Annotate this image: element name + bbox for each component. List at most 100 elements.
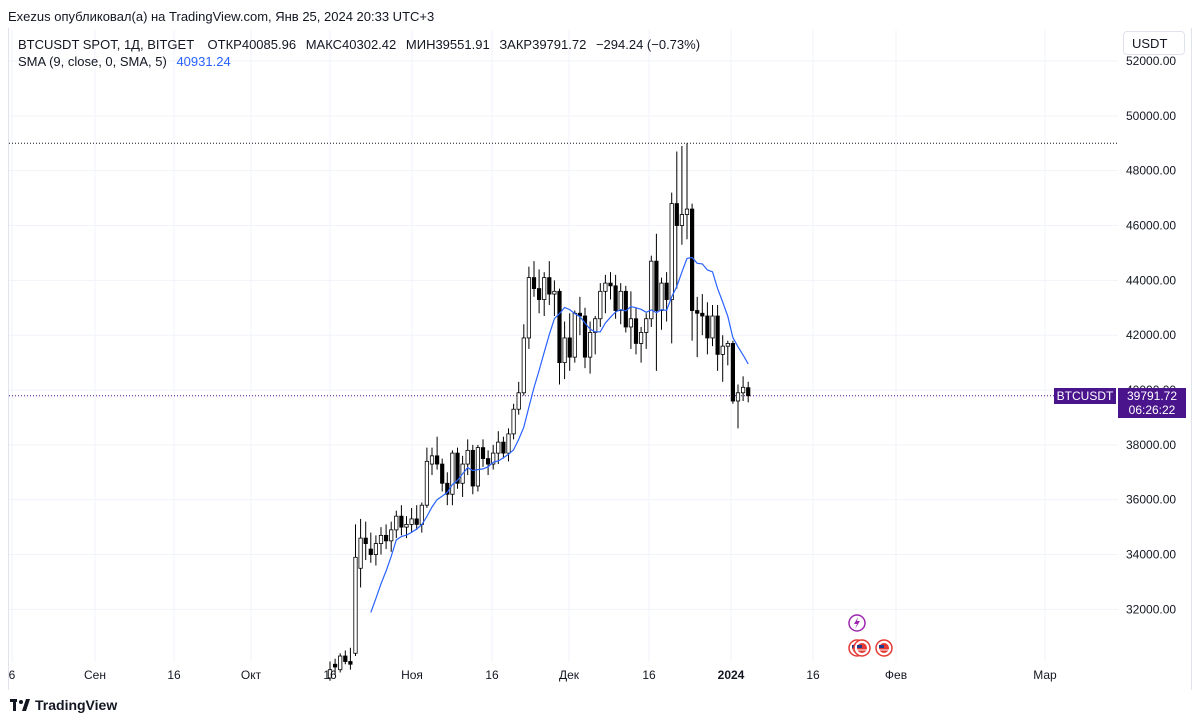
candle (399, 505, 404, 536)
candle (572, 310, 577, 363)
candle (358, 518, 363, 588)
candle (644, 313, 649, 349)
x-tick-label: Окт (241, 668, 262, 682)
candle (608, 272, 613, 300)
candle (633, 307, 639, 355)
candle (348, 647, 353, 670)
legend-sma-label[interactable]: SMA (9, close, 0, SMA, 5) (18, 54, 167, 69)
candle (684, 143, 690, 240)
legend-symbol[interactable]: BTCUSDT SPOT, 1Д, BITGET (18, 37, 194, 52)
candle (368, 532, 373, 563)
candle (593, 316, 598, 355)
tradingview-logo-text: TradingView (35, 697, 118, 713)
tradingview-logo-icon (10, 699, 30, 711)
legend-change: −294.24 (−0.73%) (595, 37, 701, 52)
lightning-icon[interactable] (848, 614, 866, 632)
candle (598, 283, 603, 327)
candle (429, 447, 435, 476)
y-tick-label: 44000.00 (1126, 273, 1176, 287)
candle (552, 280, 557, 317)
candle-series (327, 143, 751, 681)
x-tick-label: Мар (1033, 668, 1057, 682)
candle (741, 376, 746, 402)
legend-ohlc-row[interactable]: BTCUSDT SPOT, 1Д, BITGET ОТКР40085.96 МА… (18, 36, 700, 53)
candle (654, 233, 659, 371)
candle (700, 294, 705, 336)
candle (378, 527, 384, 555)
legend-high-label: МАКС (305, 37, 343, 52)
candle (511, 403, 516, 440)
candle (695, 296, 700, 358)
legend-sma-value: 40931.24 (176, 54, 231, 69)
x-tick-label: 16 (323, 668, 337, 682)
candle (537, 269, 542, 314)
candle (521, 324, 526, 396)
candle (588, 321, 593, 374)
badge-price-bg (1118, 388, 1186, 418)
y-tick-label: 52000.00 (1126, 54, 1176, 68)
chart-frame[interactable] (8, 28, 1192, 690)
candle (343, 650, 348, 665)
candle (603, 274, 608, 314)
candle (547, 261, 552, 306)
y-tick-label: 32000.00 (1126, 602, 1176, 616)
currency-button[interactable]: USDT (1123, 31, 1185, 55)
candle (725, 340, 730, 366)
legend-open-value: 40085.96 (241, 37, 297, 52)
legend-open-label: ОТКР (207, 37, 242, 52)
candle (455, 447, 460, 489)
x-tick-label: Сен (84, 668, 106, 682)
x-tick-label: Фев (885, 668, 907, 682)
event-markers[interactable] (848, 614, 893, 657)
candle (628, 291, 634, 349)
candle (485, 450, 491, 476)
legend-close-value: 39791.72 (532, 37, 587, 52)
publisher-caption: Exezus опубликовал(а) на TradingView.com… (8, 9, 435, 24)
tradingview-logo[interactable]: TradingView (10, 697, 117, 713)
legend-low-value: 39551.91 (435, 37, 490, 52)
candle (730, 340, 736, 404)
candle (649, 255, 654, 327)
candle (735, 384, 741, 429)
candle (465, 439, 470, 476)
candle (409, 507, 414, 533)
time-axis[interactable]: 6 Сен 16 Окт 16 Ноя 16 Дек 16 2024 16 Фев Мар (9, 668, 1057, 682)
legend-high-value: 40302.42 (342, 37, 397, 52)
badge-symbol-bg (1054, 388, 1116, 404)
candle (664, 272, 669, 322)
candle (639, 326, 644, 363)
candle (531, 261, 537, 297)
us-flag-icon[interactable] (853, 639, 871, 657)
candle (424, 447, 430, 508)
sma-line (370, 256, 749, 613)
chart-legend: BTCUSDT SPOT, 1Д, BITGET ОТКР40085.96 МА… (18, 36, 700, 70)
candle (460, 455, 465, 497)
legend-low-label: МИН (405, 37, 436, 52)
legend-close-label: ЗАКР (499, 37, 533, 52)
candle (394, 510, 399, 539)
candle (526, 266, 532, 349)
candle (720, 335, 725, 382)
us-flag-icon[interactable] (875, 639, 893, 657)
candle (491, 444, 496, 470)
price-axis[interactable]: 32000.0034000.0036000.0038000.0040000.00… (1126, 54, 1176, 616)
legend-sma-row[interactable]: SMA (9, close, 0, SMA, 5) 40931.24 (18, 53, 700, 70)
y-tick-label: 50000.00 (1126, 109, 1176, 123)
candle (414, 505, 419, 530)
x-tick-label: 2024 (718, 668, 745, 682)
last-price-badge: BTCUSDT 39791.72 06:26:22 (1054, 388, 1186, 418)
candle (383, 524, 389, 550)
candle (516, 381, 521, 415)
sma-series (370, 256, 749, 613)
candle (501, 436, 506, 459)
candle (567, 313, 572, 371)
candle (450, 450, 455, 506)
candle (419, 502, 424, 533)
candle (353, 524, 358, 657)
candle (506, 428, 511, 462)
candle (332, 658, 338, 676)
candle (327, 661, 333, 681)
candle (445, 472, 450, 506)
candle (669, 192, 674, 344)
